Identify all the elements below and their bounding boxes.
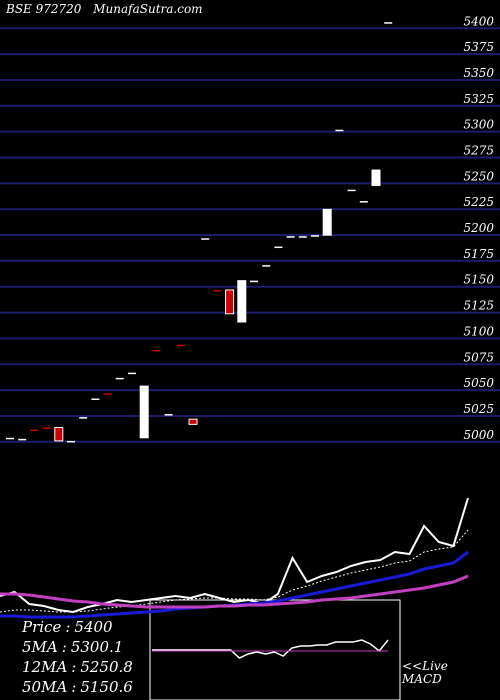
y-tick-label: 5400 bbox=[463, 14, 494, 28]
y-axis-ticks: 5400 5375 5350 5325 5300 5275 5250 5225 5200 5175… bbox=[463, 14, 494, 442]
y-tick-label: 5125 bbox=[463, 299, 494, 313]
y-tick-label: 5100 bbox=[463, 324, 494, 338]
candle bbox=[42, 427, 51, 429]
candle bbox=[67, 440, 75, 443]
live-label: <<Live bbox=[402, 659, 448, 673]
y-tick-label: 5225 bbox=[463, 195, 494, 209]
candle bbox=[262, 265, 271, 267]
price-label: Price bbox=[22, 618, 62, 636]
candle bbox=[164, 414, 173, 416]
price-line bbox=[0, 497, 469, 614]
candle bbox=[347, 189, 356, 192]
indicator-lines bbox=[0, 497, 469, 619]
candle bbox=[152, 349, 161, 352]
y-tick-label: 5175 bbox=[463, 247, 494, 261]
y-tick-label: 5250 bbox=[463, 169, 494, 183]
ma50-label: 50MA bbox=[22, 678, 68, 696]
candle bbox=[335, 129, 344, 132]
y-tick-label: 5350 bbox=[463, 66, 494, 80]
candle bbox=[384, 22, 393, 24]
ma5-value: 5300.1 bbox=[70, 638, 124, 656]
exchange-code: BSE 972720 bbox=[6, 2, 82, 16]
price-value: 5400 bbox=[74, 618, 113, 636]
y-tick-label: 5150 bbox=[463, 273, 494, 287]
y-tick-label: 5000 bbox=[463, 428, 494, 442]
candle bbox=[225, 289, 235, 315]
price-row: Price : 5400 bbox=[22, 618, 113, 636]
candle bbox=[79, 417, 88, 419]
candle bbox=[6, 437, 14, 440]
price-grid bbox=[0, 27, 500, 443]
chart-header: BSE 972720 MunafaSutra.com bbox=[6, 2, 211, 16]
candle bbox=[201, 238, 210, 240]
candle bbox=[188, 418, 198, 425]
macd-label: MACD bbox=[402, 672, 442, 686]
macd-caption: <<Live MACD bbox=[402, 660, 448, 686]
y-tick-label: 5050 bbox=[463, 376, 494, 390]
candle bbox=[30, 429, 39, 432]
candle bbox=[274, 246, 283, 249]
candle bbox=[237, 280, 247, 323]
ma50-value: 5150.6 bbox=[80, 678, 133, 696]
candle bbox=[213, 289, 222, 292]
candle bbox=[359, 201, 368, 203]
candle bbox=[298, 236, 307, 238]
candle bbox=[139, 385, 149, 439]
candle bbox=[54, 426, 64, 442]
candle bbox=[286, 236, 295, 238]
candle bbox=[371, 169, 381, 187]
ma_fast-line bbox=[0, 529, 469, 613]
ma50-row: 50MA : 5150.6 bbox=[22, 678, 133, 696]
y-tick-label: 5275 bbox=[463, 143, 494, 157]
candle bbox=[311, 235, 319, 237]
ma12-label: 12MA bbox=[22, 658, 68, 676]
y-tick-label: 5375 bbox=[463, 40, 494, 54]
candlesticks bbox=[6, 22, 393, 443]
y-tick-label: 5200 bbox=[463, 221, 494, 235]
macd-lines bbox=[152, 639, 389, 659]
ma5-row: 5MA : 5300.1 bbox=[22, 638, 124, 656]
y-tick-label: 5025 bbox=[463, 402, 494, 416]
macd-line bbox=[152, 639, 389, 659]
candle bbox=[322, 208, 332, 236]
y-tick-label: 5300 bbox=[463, 118, 494, 132]
candle bbox=[91, 398, 100, 401]
candle bbox=[128, 372, 136, 375]
y-tick-label: 5075 bbox=[463, 350, 494, 364]
ma12-value: 5250.8 bbox=[80, 658, 133, 676]
site-name: MunafaSutra.com bbox=[93, 2, 203, 16]
ma5-label: 5MA bbox=[22, 638, 58, 656]
candle bbox=[115, 377, 124, 380]
candle bbox=[18, 438, 27, 441]
candle bbox=[103, 393, 112, 395]
ma12-row: 12MA : 5250.8 bbox=[22, 658, 133, 676]
y-tick-label: 5325 bbox=[463, 92, 494, 106]
ma_slow-line bbox=[0, 574, 469, 609]
candle bbox=[176, 344, 185, 347]
candle bbox=[250, 280, 258, 283]
ma-legend: Price : 5400 5MA : 5300.1 12MA : 5250.8 … bbox=[22, 617, 152, 697]
